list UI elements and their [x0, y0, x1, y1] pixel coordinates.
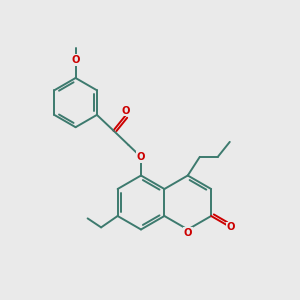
Text: O: O: [184, 227, 192, 238]
Text: O: O: [71, 55, 80, 65]
Text: O: O: [226, 222, 235, 233]
Text: O: O: [137, 152, 145, 162]
Text: O: O: [122, 106, 130, 116]
